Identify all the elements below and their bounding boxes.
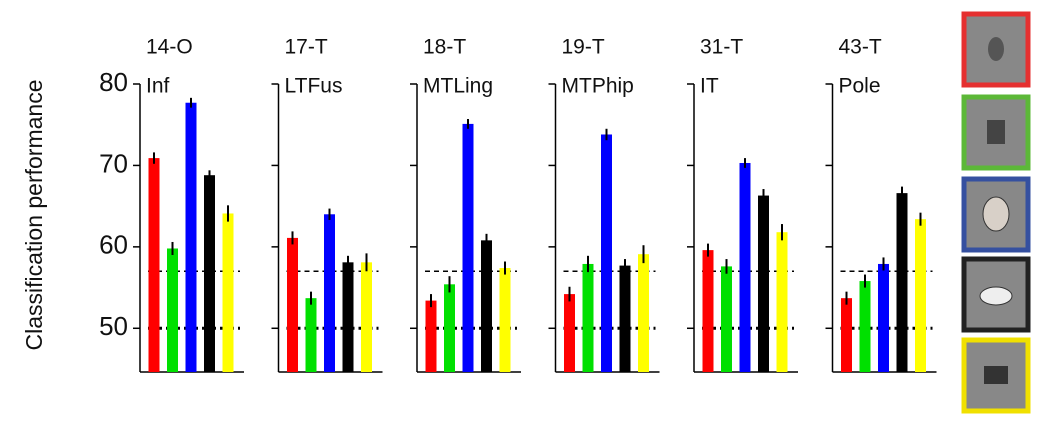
- bar: [462, 123, 474, 373]
- bar: [222, 213, 234, 372]
- bar: [739, 162, 751, 372]
- bar: [342, 262, 354, 372]
- y-tick-label: 50: [99, 311, 128, 341]
- stimulus-icon: [982, 196, 1010, 232]
- panel-title: 14-O: [146, 36, 193, 59]
- panel-subtitle: MTPhip: [562, 75, 634, 98]
- stimulus-legend: [961, 11, 1031, 414]
- stimulus-icon: [988, 37, 1004, 61]
- bar: [305, 298, 317, 372]
- panel-title: 18-T: [423, 36, 466, 59]
- panel-subtitle: Pole: [839, 75, 881, 98]
- bar: [444, 284, 455, 372]
- bar: [324, 214, 335, 372]
- bar: [702, 250, 714, 372]
- y-axis-label: Classification performance: [21, 79, 47, 350]
- bar: [148, 158, 160, 372]
- bar: [601, 134, 612, 372]
- panel-title: 19-T: [562, 36, 605, 59]
- bar: [204, 175, 215, 372]
- bar: [896, 193, 908, 372]
- bar: [776, 232, 788, 372]
- y-tick-label: 80: [99, 67, 128, 97]
- panel-title: 31-T: [700, 36, 743, 59]
- panel-subtitle: Inf: [146, 75, 170, 98]
- y-tick-label: 60: [99, 230, 128, 260]
- stimulus-icon: [984, 366, 1008, 384]
- bar: [499, 268, 511, 372]
- bar: [915, 219, 926, 372]
- bar: [287, 237, 298, 372]
- bar: [841, 298, 852, 372]
- panel-subtitle: IT: [700, 75, 719, 98]
- bar: [185, 102, 197, 372]
- bar: [721, 266, 732, 372]
- bar: [859, 281, 871, 372]
- panel-subtitle: MTLing: [423, 75, 493, 98]
- panel-subtitle: LTFus: [285, 75, 343, 98]
- stimulus-icon: [979, 286, 1013, 306]
- bar: [758, 195, 769, 372]
- stimulus-frame: [961, 11, 1031, 88]
- y-tick-label: 70: [99, 148, 128, 178]
- bar: [619, 265, 631, 372]
- bar: [167, 248, 178, 372]
- bar: [481, 240, 492, 372]
- panel-title: 43-T: [839, 36, 882, 59]
- stimulus-icon: [987, 120, 1005, 144]
- bar: [361, 262, 372, 372]
- bar: [878, 263, 889, 372]
- bar: [425, 300, 437, 372]
- bar: [638, 254, 649, 372]
- bar: [564, 294, 575, 372]
- panel-title: 17-T: [285, 36, 328, 59]
- bar: [582, 263, 594, 372]
